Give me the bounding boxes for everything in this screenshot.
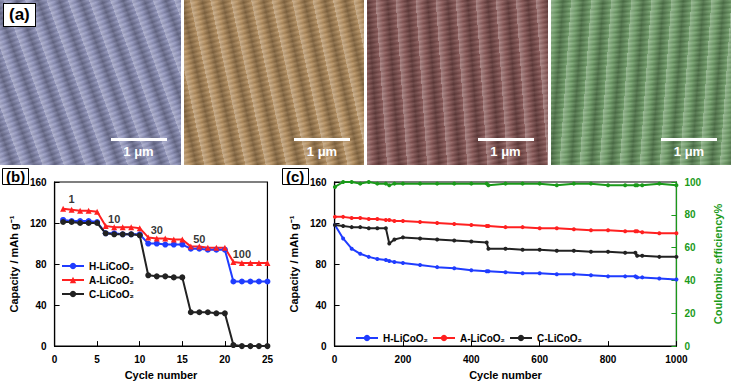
svg-text:15: 15 xyxy=(177,354,189,365)
svg-text:25: 25 xyxy=(262,354,274,365)
svg-text:(c): (c) xyxy=(286,168,304,185)
html-text:1 μm: 1 μm xyxy=(123,144,154,159)
svg-text:20: 20 xyxy=(684,308,696,319)
svg-text:160: 160 xyxy=(30,177,47,188)
svg-text:A-LiCoO₂: A-LiCoO₂ xyxy=(460,333,505,344)
html-text:1 μm: 1 μm xyxy=(673,144,705,159)
svg-text:40: 40 xyxy=(684,275,696,286)
svg-text:800: 800 xyxy=(600,354,617,365)
svg-text:80: 80 xyxy=(35,259,47,270)
html-text:1 μm: 1 μm xyxy=(306,144,338,159)
svg-text:0: 0 xyxy=(41,341,47,352)
svg-text:1000: 1000 xyxy=(665,354,688,365)
svg-text:10: 10 xyxy=(108,213,120,225)
svg-text:200: 200 xyxy=(395,354,412,365)
svg-text:Coulombic efficiency%: Coulombic efficiency% xyxy=(712,204,724,325)
html-text:(a): (a) xyxy=(9,5,30,24)
svg-text:160: 160 xyxy=(310,177,327,188)
svg-text:H-LiCoO₂: H-LiCoO₂ xyxy=(383,333,428,344)
svg-text:30: 30 xyxy=(151,224,163,236)
svg-text:Capacity / mAh g⁻¹: Capacity / mAh g⁻¹ xyxy=(288,215,300,312)
svg-text:0: 0 xyxy=(332,354,338,365)
svg-text:100: 100 xyxy=(684,177,701,188)
svg-text:C-LiCoO₂: C-LiCoO₂ xyxy=(89,289,134,300)
svg-text:80: 80 xyxy=(315,259,327,270)
svg-text:600: 600 xyxy=(531,354,548,365)
svg-text:400: 400 xyxy=(463,354,480,365)
svg-text:120: 120 xyxy=(310,218,327,229)
svg-text:40: 40 xyxy=(35,300,47,311)
svg-text:Capacity / mAh g⁻¹: Capacity / mAh g⁻¹ xyxy=(8,215,20,312)
svg-text:0: 0 xyxy=(52,354,58,365)
svg-text:0: 0 xyxy=(684,341,690,352)
svg-text:40: 40 xyxy=(315,300,327,311)
svg-text:100: 100 xyxy=(233,248,251,260)
svg-text:C-LiCoO₂: C-LiCoO₂ xyxy=(537,333,582,344)
svg-text:H-LiCoO₂: H-LiCoO₂ xyxy=(89,261,134,272)
svg-text:10: 10 xyxy=(134,354,146,365)
svg-text:80: 80 xyxy=(684,209,696,220)
svg-text:20: 20 xyxy=(219,354,231,365)
svg-text:50: 50 xyxy=(193,233,206,246)
svg-text:A-LiCoO₂: A-LiCoO₂ xyxy=(89,275,134,286)
svg-text:(b): (b) xyxy=(6,168,25,185)
svg-text:Cycle number: Cycle number xyxy=(469,369,542,381)
svg-text:5: 5 xyxy=(94,354,100,365)
svg-text:60: 60 xyxy=(684,242,696,253)
svg-text:0: 0 xyxy=(321,341,327,352)
svg-text:1: 1 xyxy=(69,193,75,205)
svg-text:120: 120 xyxy=(30,218,47,229)
html-text:1 μm: 1 μm xyxy=(490,144,521,159)
svg-text:Cycle number: Cycle number xyxy=(125,369,198,381)
